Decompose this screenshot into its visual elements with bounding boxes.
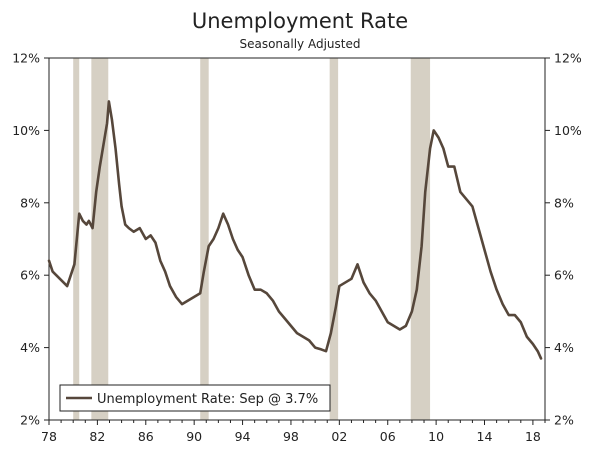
recession-bands (73, 58, 431, 420)
x-tick-label: 06 (380, 429, 396, 444)
axis-tick-labels: 78 82 86 90 94 98 02 06 10 14 18 2% 2% 4% 4% 6% 6% 8% 8% 10… (12, 51, 582, 445)
recession-band-5 (410, 58, 431, 420)
y-tick-label-left: 10% (12, 123, 40, 138)
y-tick-label-left: 4% (20, 340, 40, 355)
x-tick-label: 82 (89, 429, 105, 444)
y-tick-label-right: 8% (554, 195, 574, 210)
legend: Unemployment Rate: Sep @ 3.7% (59, 384, 331, 412)
plot-frame (48, 57, 546, 421)
legend-label: Unemployment Rate: Sep @ 3.7% (97, 392, 318, 407)
x-tick-label: 86 (138, 429, 154, 444)
y-tick-label-left: 2% (20, 413, 40, 428)
y-tick-label-right: 6% (554, 268, 574, 283)
x-tick-label: 98 (283, 429, 299, 444)
axis-ticks (44, 57, 550, 425)
x-tick-label: 02 (331, 429, 347, 444)
y-tick-label-left: 6% (20, 268, 40, 283)
chart-subtitle: Seasonally Adjusted (239, 37, 360, 51)
y-tick-label-right: 12% (554, 51, 582, 66)
y-tick-label-right: 10% (554, 123, 582, 138)
x-tick-label: 94 (235, 429, 251, 444)
x-tick-label: 78 (41, 429, 57, 444)
y-tick-label-left: 8% (20, 195, 40, 210)
y-tick-label-right: 4% (554, 340, 574, 355)
y-tick-label-left: 12% (12, 51, 40, 66)
recession-band-2 (91, 58, 109, 420)
legend-box (59, 384, 331, 412)
recession-band-3 (200, 58, 209, 420)
y-tick-label-right: 2% (554, 413, 574, 428)
x-tick-label: 18 (525, 429, 541, 444)
unemployment-rate-line (47, 100, 543, 360)
recession-band-4 (329, 58, 339, 420)
x-tick-label: 10 (428, 429, 444, 444)
x-tick-label: 14 (477, 429, 493, 444)
chart-title: Unemployment Rate (192, 9, 408, 33)
x-tick-label: 90 (186, 429, 202, 444)
